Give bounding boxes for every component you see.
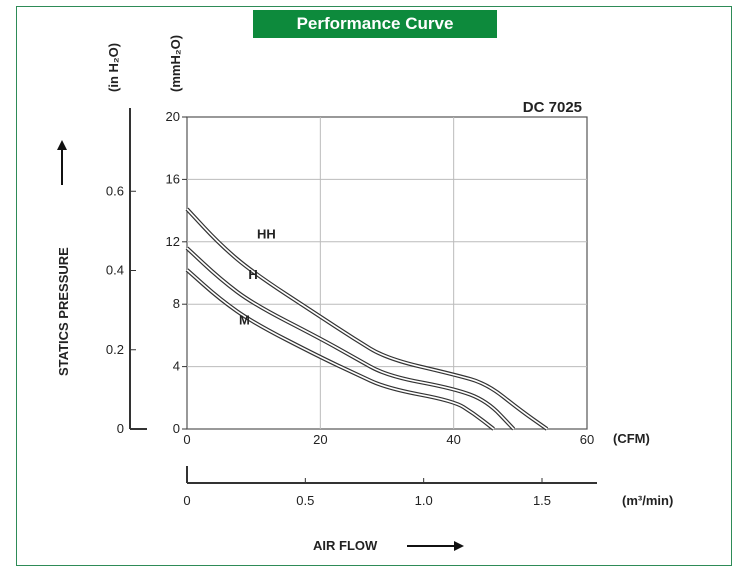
series-line-inner-hh [186, 208, 548, 430]
model-label: DC 7025 [523, 99, 582, 116]
series-label-hh: HH [257, 227, 276, 242]
y-mm-tick-label: 16 [166, 171, 180, 186]
x-cfm-tick-label: 60 [580, 432, 594, 447]
y-right-unit-label: (mmH₂O) [168, 35, 183, 92]
y-mm-tick-label: 12 [166, 234, 180, 249]
y-inh2o-tick-label: 0.4 [106, 263, 124, 278]
y-mm-tick-label: 8 [173, 296, 180, 311]
y-inh2o-tick-label: 0.6 [106, 183, 124, 198]
series-label-m: M [239, 312, 250, 327]
x-axis-title: AIR FLOW [313, 538, 378, 553]
x-unit-cfm-label: (CFM) [613, 431, 650, 446]
y-mm-tick-label: 20 [166, 109, 180, 124]
plot-area-border [186, 116, 588, 430]
y-mm-tick-label: 4 [173, 359, 180, 374]
y-inh2o-tick-label: 0 [117, 421, 124, 436]
x-cfm-tick-label: 40 [446, 432, 460, 447]
y-mm-tick-label: 0 [173, 421, 180, 436]
series-label-h: H [248, 267, 257, 282]
x-unit-m3-label: (m³/min) [622, 493, 673, 508]
x-m3-tick-label: 0 [183, 493, 190, 508]
x-m3-tick-label: 1.5 [533, 493, 551, 508]
x-m3-tick-label: 1.0 [415, 493, 433, 508]
x-cfm-tick-label: 0 [183, 432, 190, 447]
series-line-inner-h [186, 247, 515, 430]
chart-title-banner: Performance Curve [253, 10, 497, 38]
y-inh2o-tick-label: 0.2 [106, 342, 124, 357]
x-m3-tick-label: 0.5 [296, 493, 314, 508]
y-left-unit-label: (in H₂O) [106, 43, 121, 92]
x-cfm-tick-label: 20 [313, 432, 327, 447]
y-axis-title: STATICS PRESSURE [56, 247, 71, 376]
series-line-inner-m [186, 269, 495, 430]
